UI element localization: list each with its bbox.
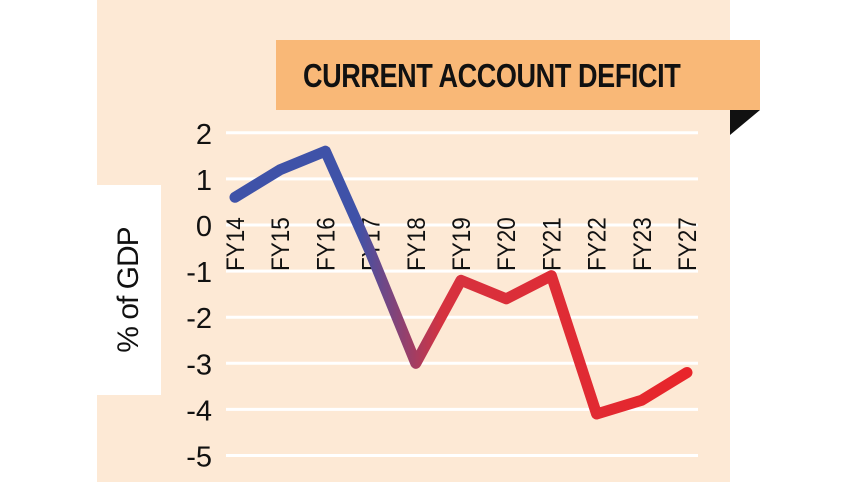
- x-tick-label: FY15: [267, 217, 295, 271]
- x-tick-label: FY27: [674, 217, 702, 271]
- x-tick-label: FY14: [222, 217, 250, 271]
- x-tick-label: FY22: [584, 217, 612, 271]
- title-banner: CURRENT ACCOUNT DEFICIT: [276, 40, 760, 110]
- x-tick-label: FY20: [493, 217, 521, 271]
- y-tick-label: -1: [186, 257, 212, 289]
- y-tick-label: -2: [186, 303, 212, 335]
- banner-fold-icon: [730, 110, 760, 135]
- x-tick-label: FY16: [312, 217, 340, 271]
- y-tick-label: 1: [196, 165, 212, 197]
- x-axis-ticks: FY14 FY15 FY16 FY17 FY18 FY19 FY20 FY21 FY22 FY23…: [222, 217, 702, 271]
- y-axis-ticks: 2 1 0 -1 -2 -3 -4 -5: [186, 119, 212, 474]
- chart-title: CURRENT ACCOUNT DEFICIT: [303, 57, 681, 94]
- x-tick-label: FY19: [448, 217, 476, 271]
- y-axis-label-box: [97, 185, 161, 395]
- y-tick-label: -3: [186, 349, 212, 381]
- y-tick-label: -5: [186, 442, 212, 474]
- y-tick-label: 0: [196, 211, 212, 243]
- x-tick-label: FY23: [629, 217, 657, 271]
- x-tick-label: FY18: [403, 217, 431, 271]
- y-tick-label: 2: [196, 119, 212, 151]
- x-tick-label: FY21: [538, 217, 566, 271]
- y-tick-label: -4: [186, 395, 212, 427]
- data-line: [229, 145, 693, 420]
